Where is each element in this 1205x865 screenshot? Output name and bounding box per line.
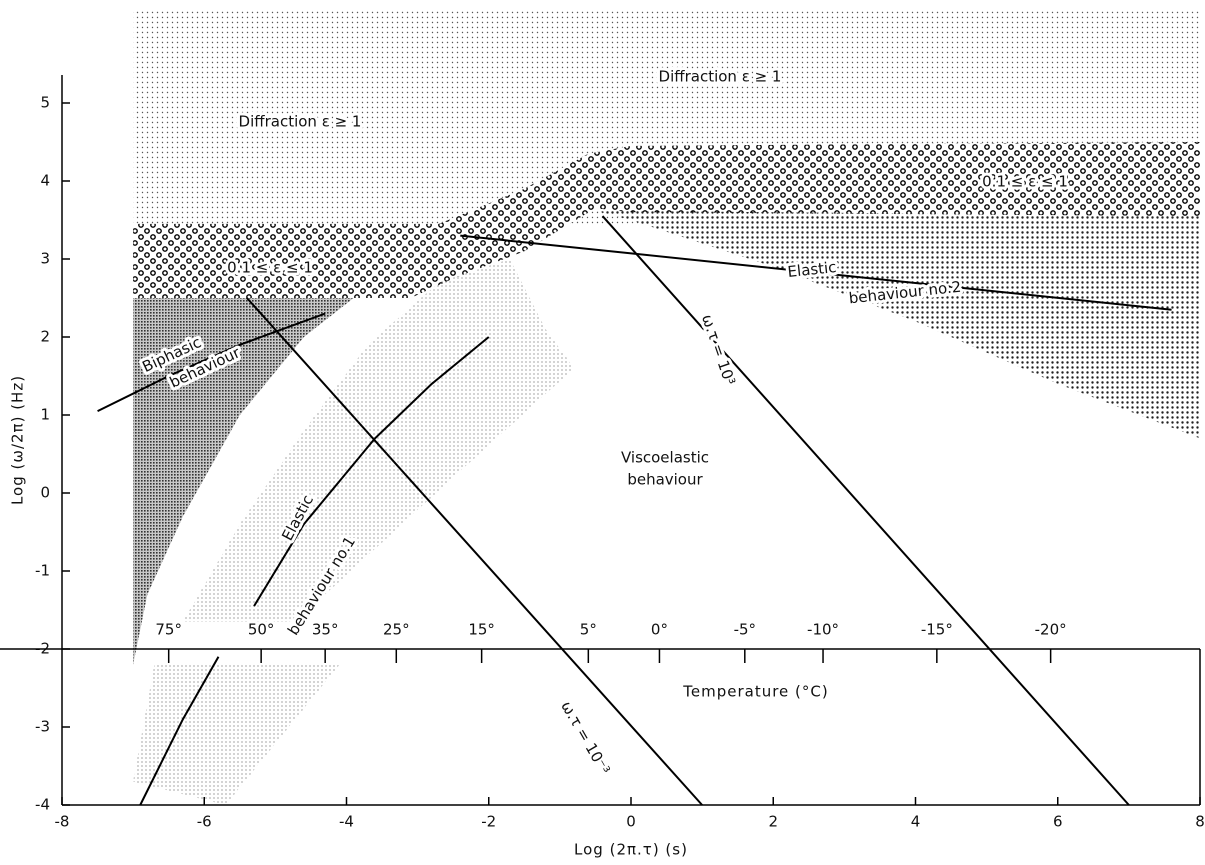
temperature-tick-label: 0°: [651, 621, 668, 639]
temperature-tick-label: 15°: [468, 621, 495, 639]
temperature-tick-label: 75°: [155, 621, 182, 639]
region: [133, 142, 1200, 298]
y-tick-label: 2: [40, 328, 50, 346]
curve: [253, 336, 490, 607]
annotation: Diffraction ε ≥ 1: [659, 68, 782, 86]
x-tick-label: -4: [339, 813, 354, 831]
temperature-tick-label: 50°: [248, 621, 275, 639]
y-tick-label: -3: [35, 718, 50, 736]
x-tick-label: -6: [197, 813, 212, 831]
temperature-tick-label: -10°: [807, 621, 839, 639]
x-tick-label: 6: [1053, 813, 1063, 831]
x-tick-label: 2: [768, 813, 778, 831]
y-tick-label: -4: [35, 796, 50, 814]
x-axis-label: Log (2π.τ) (s): [574, 841, 688, 859]
temperature-tick-label: 25°: [383, 621, 410, 639]
curve: [601, 215, 1130, 806]
temperature-tick-label: -15°: [921, 621, 953, 639]
regions: [133, 9, 1200, 805]
curves: [97, 215, 1172, 806]
region: [595, 210, 1200, 439]
x-tick-label: 4: [911, 813, 921, 831]
y-tick-label: 5: [40, 94, 50, 112]
y-tick-label: -1: [35, 562, 50, 580]
x-tick-label: 0: [626, 813, 636, 831]
curve: [460, 234, 1172, 311]
y-tick-label: 3: [40, 250, 50, 268]
annotation: 0.1 ≤ ε ≤ 1: [982, 173, 1068, 191]
x-tick-label: -8: [55, 813, 70, 831]
annotation: 0.1 ≤ ε ≤ 1: [227, 259, 313, 277]
annotation: ω.τ = 10⁻³: [557, 698, 613, 778]
curve: [246, 297, 703, 806]
x-tick-label: 8: [1195, 813, 1205, 831]
curve: [97, 312, 326, 412]
temperature-tick-label: -20°: [1035, 621, 1067, 639]
temperature-tick-label: 35°: [312, 621, 339, 639]
region: [133, 664, 340, 805]
y-axis-label: Log (ω/2π) (Hz): [9, 375, 27, 505]
annotation: Diffraction ε ≥ 1: [239, 113, 362, 131]
curve: [139, 656, 220, 806]
region: [133, 298, 354, 665]
annotation: Viscoelastic: [621, 449, 709, 467]
annotation: behaviour: [627, 471, 703, 489]
y-tick-label: 4: [40, 172, 50, 190]
y-tick-label: 1: [40, 406, 50, 424]
region: [182, 259, 575, 622]
temperature-tick-label: 5°: [580, 621, 597, 639]
temperature-label: Temperature (°C): [682, 683, 828, 701]
annotation: ω.τ = 10³: [698, 312, 739, 387]
temperature-tick-label: -5°: [734, 621, 756, 639]
x-tick-label: -2: [481, 813, 496, 831]
y-tick-label: 0: [40, 484, 50, 502]
